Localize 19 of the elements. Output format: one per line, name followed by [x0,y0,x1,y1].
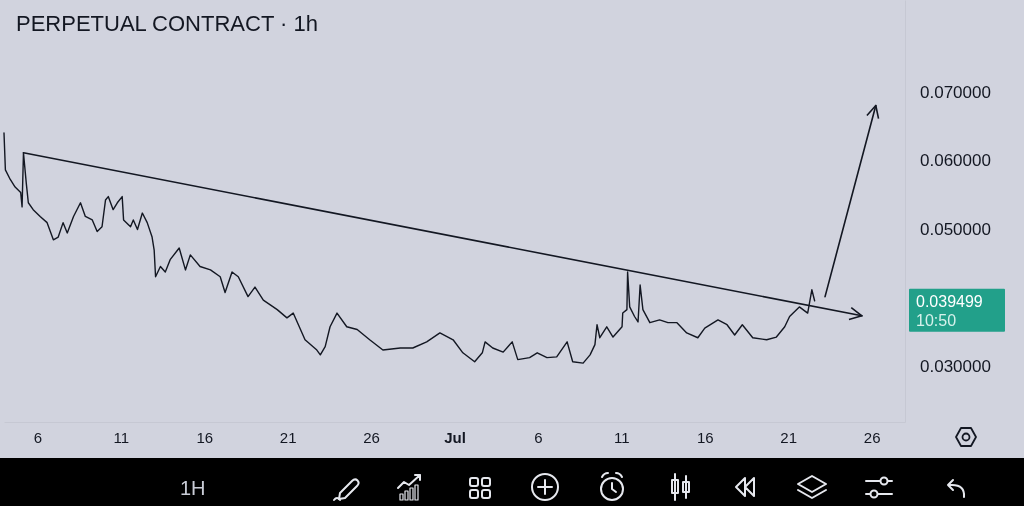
y-tick-label: 0.050000 [920,219,991,239]
x-tick-label: 16 [196,428,214,446]
x-tick-label: 21 [780,428,798,446]
x-tick-label: 21 [279,428,297,446]
text: 10:50 [916,311,957,329]
x-tick-label: Jul [444,428,466,446]
x-tick-label: 11 [614,428,630,446]
y-tick-label: 0.060000 [920,151,991,171]
text: 0.039499 [916,292,983,310]
y-tick-label: 0.070000 [920,82,991,102]
x-tick-label: 6 [534,428,543,446]
x-tick-label: 6 [33,428,43,446]
x-tick-label: 16 [696,428,714,446]
x-tick-label: 26 [363,428,380,446]
x-tick-label: 11 [113,428,130,446]
x-tick-label: 26 [863,428,881,446]
text: PERPETUAL CONTRACT · 1h [16,11,318,36]
text: 1H [180,477,206,499]
y-tick-label: 0.030000 [920,356,991,376]
